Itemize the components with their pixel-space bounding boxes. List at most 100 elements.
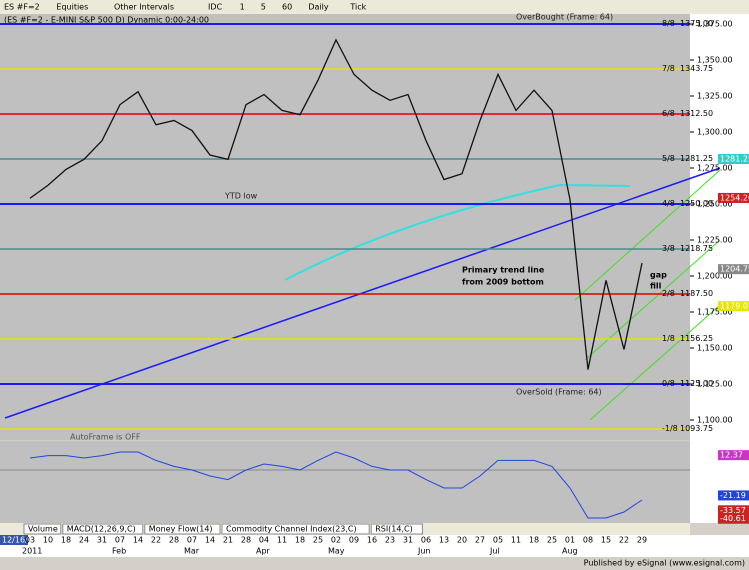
x-tick-label: 23 bbox=[385, 536, 395, 545]
price-panel bbox=[0, 14, 690, 440]
month-label: Jun bbox=[417, 547, 431, 556]
y-tick-label: 1,125.00 bbox=[697, 380, 733, 389]
footer: Published by eSignal (www.esignal.com) bbox=[584, 559, 745, 568]
price-tag-label: 1179.07 bbox=[720, 302, 749, 311]
x-tick-label: 16 bbox=[367, 536, 377, 545]
level-label: 1187.50 bbox=[680, 289, 713, 298]
toolbar-item[interactable]: 1 bbox=[240, 3, 245, 12]
toolbar-item[interactable]: 5 bbox=[261, 3, 266, 12]
y-tick-label: 1,150.00 bbox=[697, 344, 733, 353]
start-date-box bbox=[0, 535, 28, 545]
price-tag bbox=[718, 264, 749, 275]
toolbar-item[interactable]: Tick bbox=[349, 3, 366, 12]
level-name: 1/8 bbox=[662, 334, 675, 343]
x-tick-label: 07 bbox=[115, 536, 125, 545]
x-tick-label: 15 bbox=[601, 536, 611, 545]
tab-label[interactable]: Money Flow(14) bbox=[149, 525, 213, 534]
x-tick-label: 04 bbox=[259, 536, 269, 545]
y-tick-label: 1,225.00 bbox=[697, 236, 733, 245]
toolbar-item[interactable]: Equities bbox=[56, 3, 88, 12]
y-tick-label: 1,175.00 bbox=[697, 308, 733, 317]
level-label: 1250.00 bbox=[680, 199, 713, 208]
x-tick-label: 31 bbox=[403, 536, 413, 545]
annotation: from 2009 bottom bbox=[462, 278, 544, 287]
y-tick-label: 1,375.00 bbox=[697, 20, 733, 29]
channel-line bbox=[589, 304, 721, 421]
toolbar-item[interactable]: ES #F=2 bbox=[4, 3, 40, 12]
level-name: 3/8 bbox=[662, 244, 675, 253]
x-tick-label: 20 bbox=[457, 536, 467, 545]
tab-label[interactable]: Volume bbox=[28, 525, 58, 534]
tab[interactable] bbox=[144, 523, 221, 535]
x-tick-label: 29 bbox=[637, 536, 647, 545]
toolbar-item[interactable]: 60 bbox=[282, 3, 292, 12]
x-tick-label: 10 bbox=[43, 536, 53, 545]
macd-tag bbox=[718, 450, 749, 461]
tab-label[interactable]: Commodity Channel Index(23,C) bbox=[226, 525, 357, 534]
y-tick-label: 1,275.00 bbox=[697, 164, 733, 173]
level-name: 0/8 bbox=[662, 379, 675, 388]
channel-line bbox=[584, 239, 721, 361]
tab[interactable] bbox=[370, 523, 423, 535]
macd-tag-label: 12.37 bbox=[720, 451, 743, 460]
month-label: Jul bbox=[489, 547, 500, 556]
x-tick-label: 22 bbox=[151, 536, 161, 545]
annotation: OverBought (Frame: 64) bbox=[516, 13, 613, 22]
y-tick-label: 1,200.00 bbox=[697, 272, 733, 281]
level-name: -1/8 bbox=[662, 424, 678, 433]
x-tick-label: 09 bbox=[349, 536, 359, 545]
macd-tag-label: -40.61 bbox=[720, 514, 746, 523]
tab[interactable] bbox=[23, 523, 62, 535]
x-tick-label: 11 bbox=[511, 536, 521, 545]
x-tick-label: 06 bbox=[421, 536, 431, 545]
annotation: AutoFrame is OFF bbox=[70, 433, 141, 442]
y-tick-label: 1,300.00 bbox=[697, 128, 733, 137]
level-name: 2/8 bbox=[662, 289, 675, 298]
x-tick-label: 18 bbox=[295, 536, 305, 545]
x-tick-label: 14 bbox=[133, 536, 143, 545]
level-label: 1312.50 bbox=[680, 109, 713, 118]
month-label: Feb bbox=[112, 547, 126, 556]
x-tick-label: 31 bbox=[97, 536, 107, 545]
tab[interactable] bbox=[221, 523, 370, 535]
x-tick-label: 01 bbox=[565, 536, 575, 545]
level-label: 1156.25 bbox=[680, 334, 713, 343]
x-tick-label: 27 bbox=[475, 536, 485, 545]
channel-line bbox=[574, 169, 721, 301]
macd-line bbox=[29, 451, 643, 519]
y-tick-label: 1,250.00 bbox=[697, 200, 733, 209]
annotation: Primary trend line bbox=[462, 266, 545, 275]
x-tick-label: 18 bbox=[529, 536, 539, 545]
month-label: Apr bbox=[256, 547, 271, 556]
annotation: fill bbox=[650, 282, 662, 291]
price-tag bbox=[718, 301, 749, 312]
month-label: Mar bbox=[184, 547, 200, 556]
x-tick-label: 21 bbox=[223, 536, 233, 545]
macd-tag bbox=[718, 513, 749, 524]
level-name: 7/8 bbox=[662, 64, 675, 73]
toolbar-item[interactable]: Daily bbox=[308, 3, 329, 12]
level-label: 1375.00 bbox=[680, 19, 713, 28]
x-tick-label: 24 bbox=[79, 536, 89, 545]
x-tick-label: 03 bbox=[25, 536, 35, 545]
macd-tag bbox=[718, 505, 749, 516]
x-tick-label: 13 bbox=[439, 536, 449, 545]
tab[interactable] bbox=[62, 523, 144, 535]
x-tick-label: 14 bbox=[205, 536, 215, 545]
month-label: 2011 bbox=[22, 547, 42, 556]
trend-line bbox=[4, 167, 721, 419]
x-tick-label: 25 bbox=[547, 536, 557, 545]
price-tag bbox=[718, 192, 749, 203]
tab-label[interactable]: MACD(12,26,9,C) bbox=[67, 525, 136, 534]
moving-average bbox=[284, 183, 631, 281]
level-label: 1343.75 bbox=[680, 64, 713, 73]
toolbar-item[interactable]: IDC bbox=[208, 3, 223, 12]
x-tick-label: 28 bbox=[169, 536, 179, 545]
tab-label[interactable]: RSI(14,C) bbox=[375, 525, 413, 534]
x-tick-label: 28 bbox=[241, 536, 251, 545]
level-name: 5/8 bbox=[662, 154, 675, 163]
month-label: May bbox=[328, 547, 345, 556]
chart-title: (ES #F=2 - E-MINI S&P 500 D) Dynamic 0:0… bbox=[4, 16, 209, 25]
toolbar-item[interactable]: Other Intervals bbox=[114, 3, 174, 12]
